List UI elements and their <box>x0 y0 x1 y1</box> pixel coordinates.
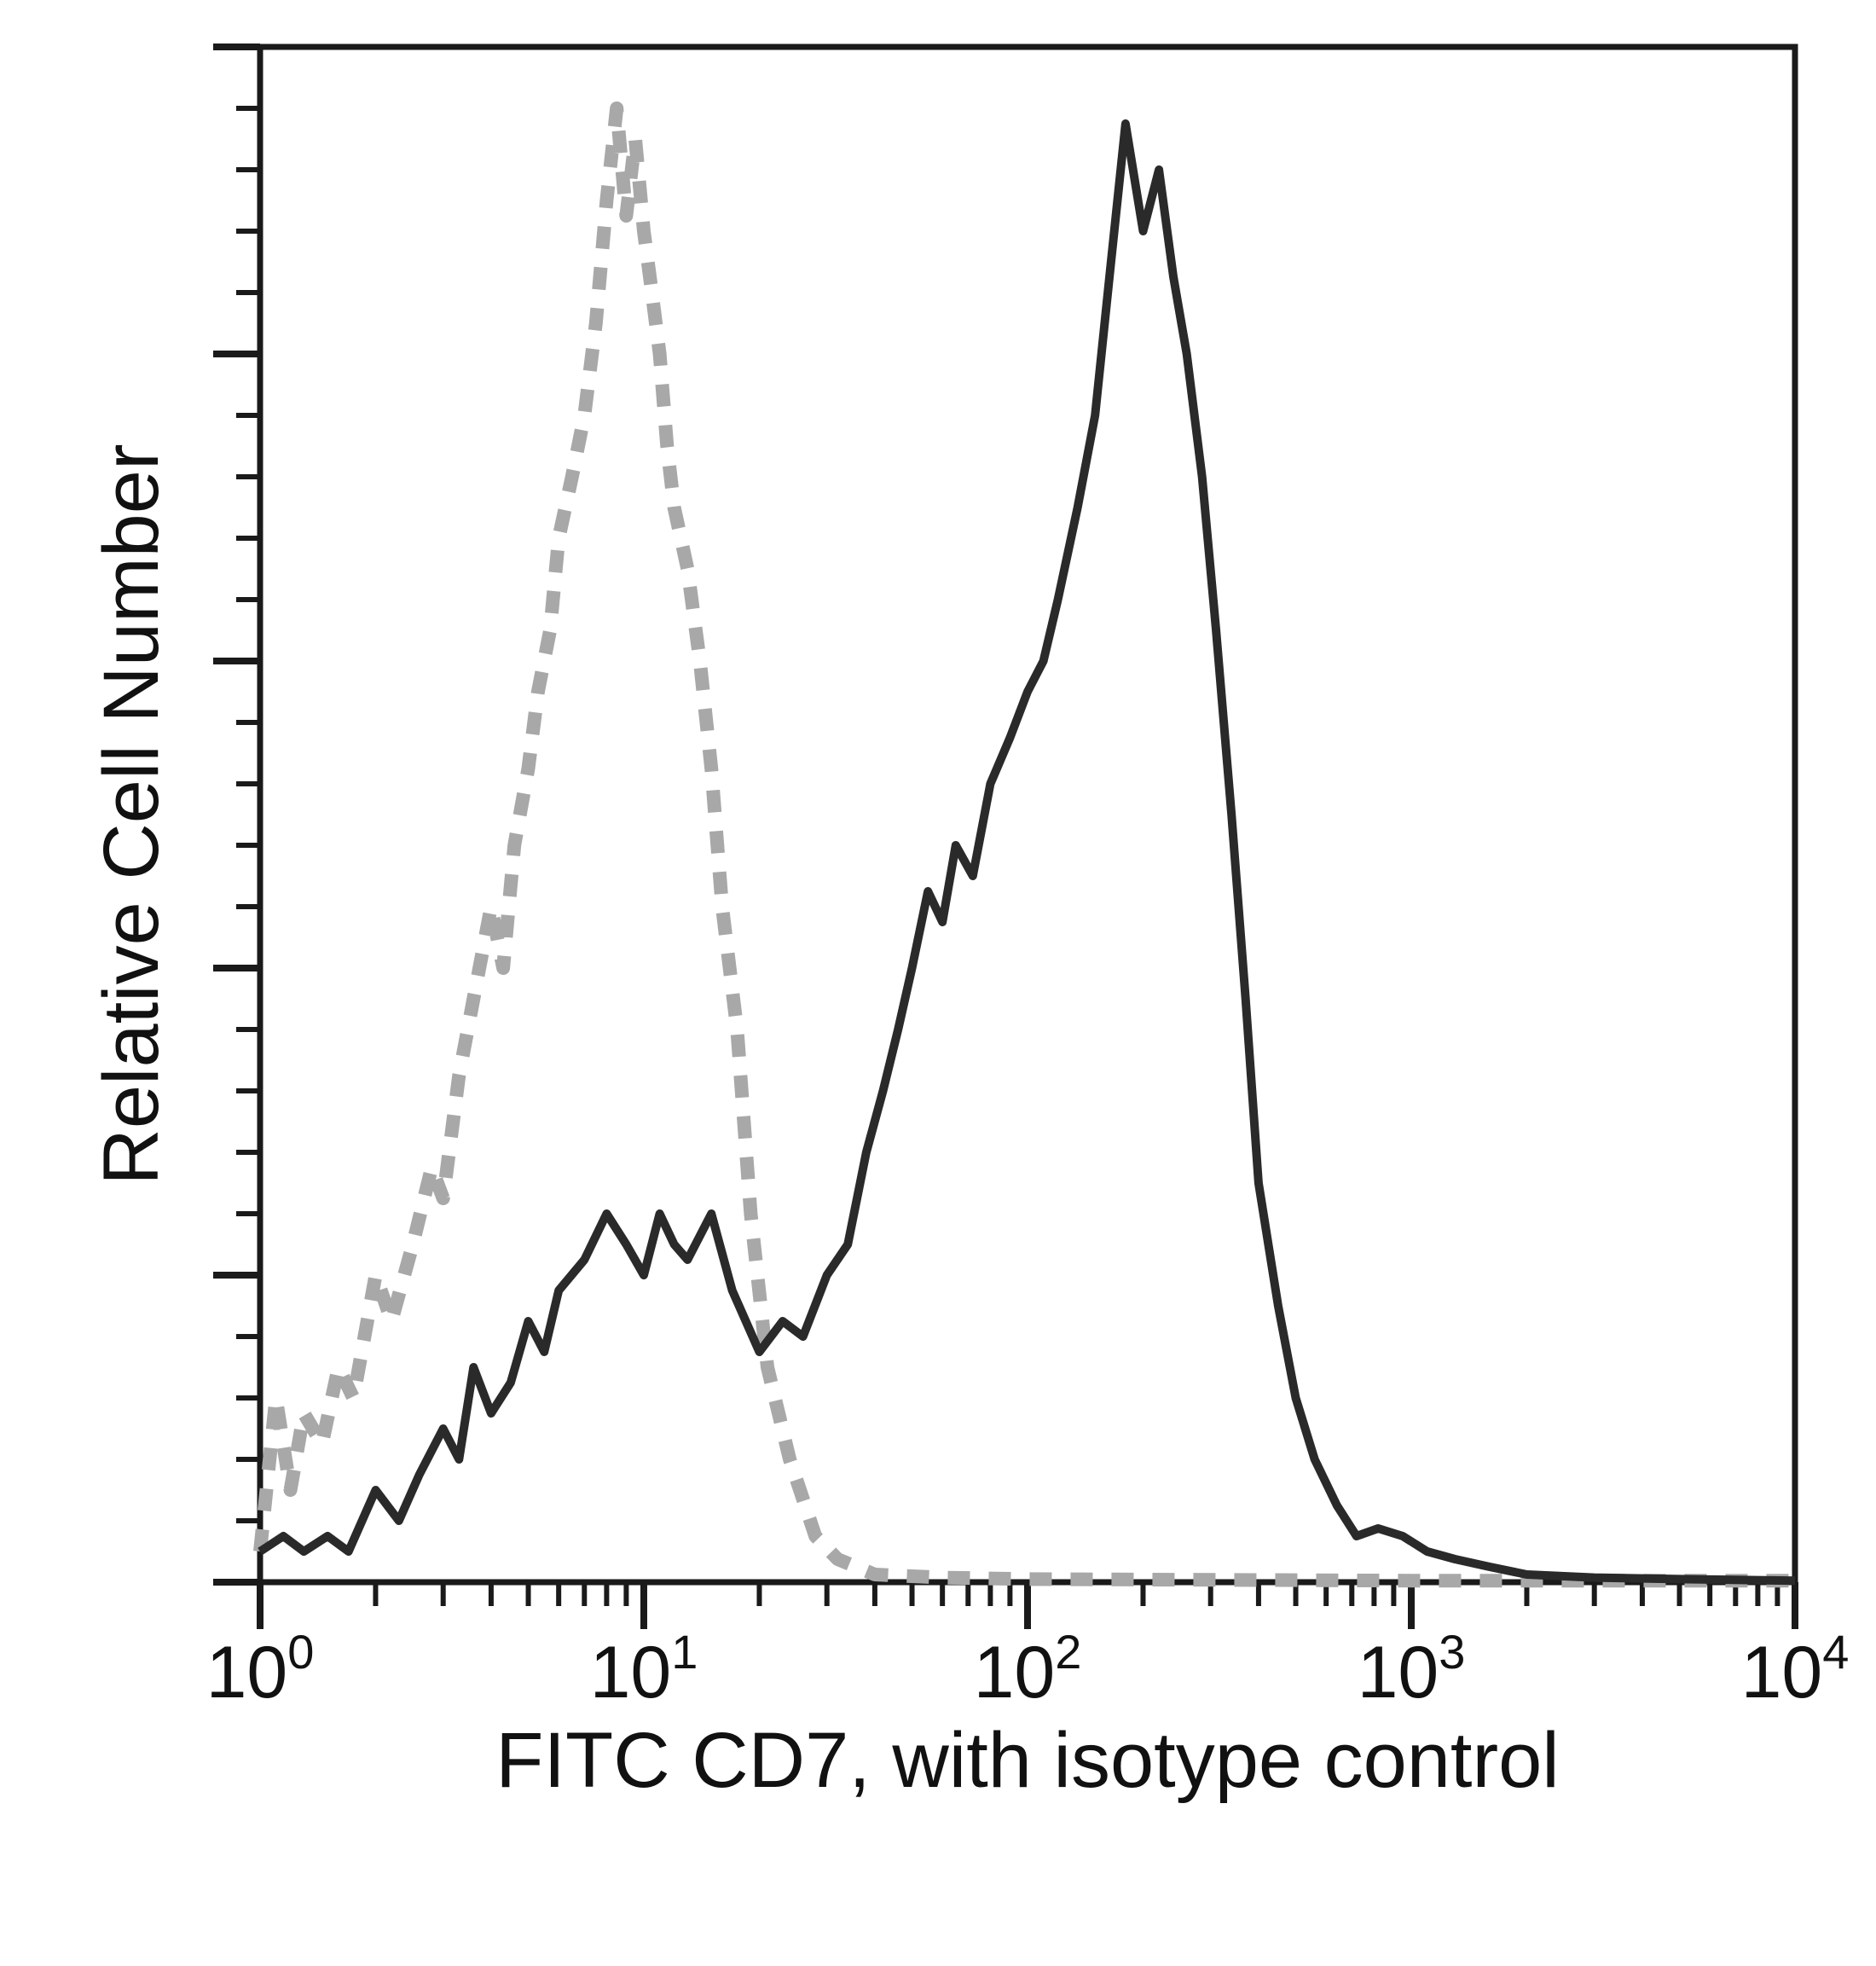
plot-frame <box>257 43 1798 1586</box>
x-tick-label: 101 <box>590 1625 698 1714</box>
x-tick-label: 102 <box>974 1625 1082 1714</box>
series-layer <box>253 101 1796 1588</box>
cd7-histogram <box>258 119 1796 1586</box>
x-tick-label: 104 <box>1741 1625 1850 1714</box>
y-axis-ticks <box>213 43 260 1586</box>
x-axis-ticks <box>257 1582 1798 1629</box>
isotype-control-histogram <box>253 101 1795 1588</box>
x-axis-tick-labels: 100 101 102 103 104 <box>206 1625 1850 1714</box>
y-axis-label: Relative Cell Number <box>88 444 175 1185</box>
x-tick-label: 100 <box>206 1625 315 1714</box>
x-axis-label: FITC CD7, with isotype control <box>495 1717 1559 1804</box>
x-tick-label: 103 <box>1358 1625 1466 1714</box>
